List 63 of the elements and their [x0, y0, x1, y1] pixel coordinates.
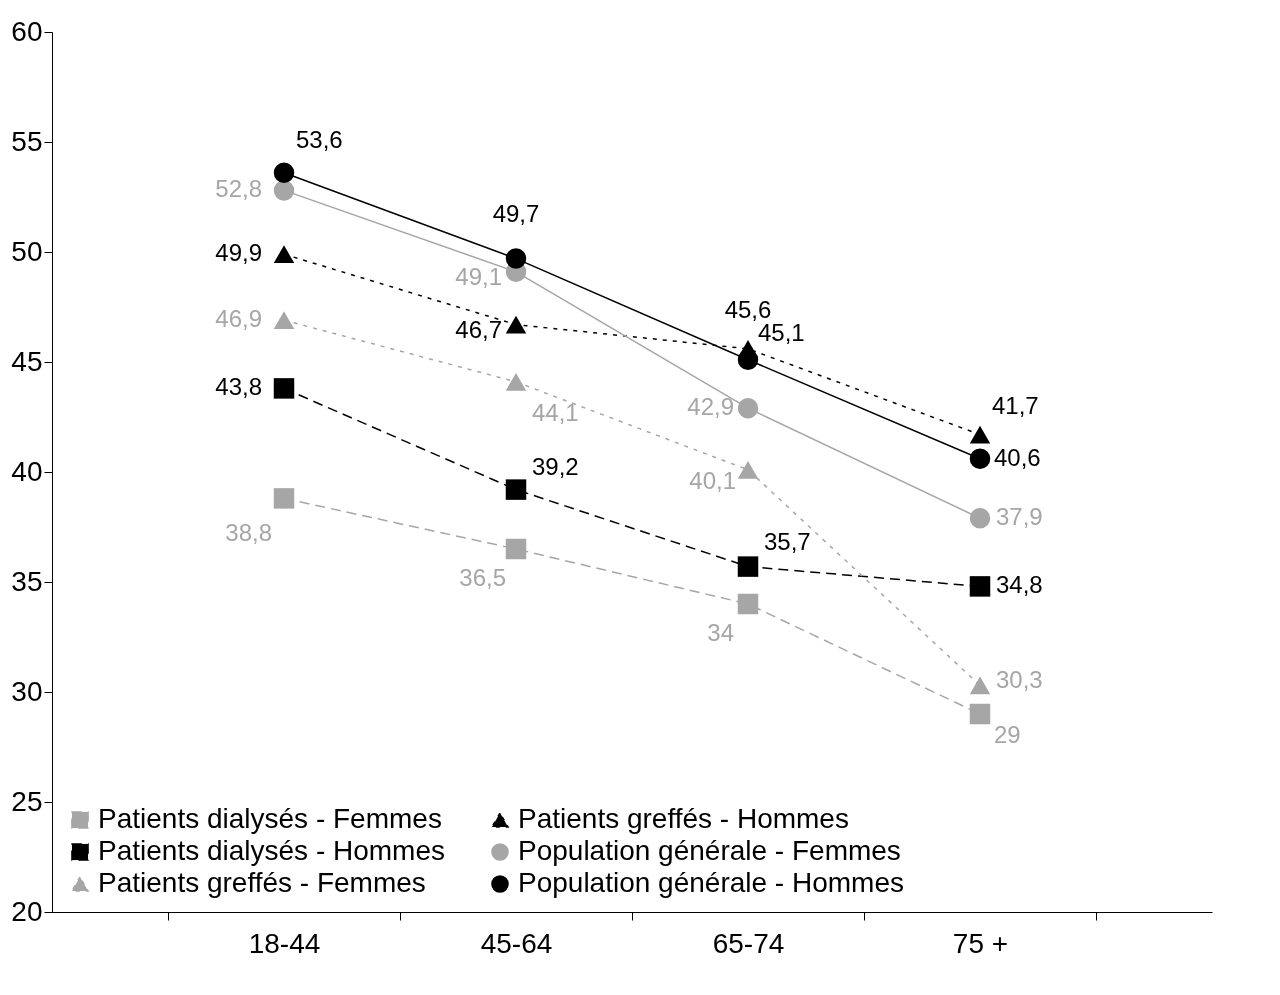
- point: [969, 507, 991, 529]
- point: [505, 372, 527, 391]
- legend-label: Patients dialysés - Hommes: [98, 835, 446, 866]
- data-label: 49,1: [455, 262, 502, 290]
- data-label: 29: [994, 721, 1021, 748]
- point: [273, 488, 295, 509]
- legend-label: Patients dialysés - Femmes: [98, 803, 442, 834]
- point: [737, 593, 759, 615]
- legend-label: Population générale - Hommes: [518, 867, 904, 898]
- point: [273, 378, 295, 399]
- data-label: 43,8: [215, 373, 262, 401]
- point: [505, 248, 527, 269]
- data-label: 38,8: [225, 519, 272, 547]
- data-label: 52,8: [215, 175, 262, 203]
- data-label: 40,6: [994, 443, 1041, 471]
- point: [969, 676, 991, 695]
- legend-label: Population générale - Femmes: [518, 835, 901, 866]
- y-tick-label: 50: [11, 235, 43, 267]
- y-tick-label: 20: [11, 895, 43, 927]
- data-label: 37,9: [996, 503, 1043, 531]
- data-label: 30,3: [996, 666, 1043, 694]
- data-label: 49,9: [215, 239, 262, 267]
- point: [505, 538, 527, 560]
- data-label: 49,7: [492, 199, 540, 227]
- data-label: 46,7: [455, 315, 502, 343]
- point: [273, 311, 295, 330]
- point: [273, 245, 295, 264]
- data-label: 34,8: [996, 571, 1043, 599]
- x-tick-label: 18-44: [248, 927, 321, 959]
- data-label: 53,6: [296, 125, 343, 153]
- legend-label: Patients greffés - Hommes: [518, 803, 849, 834]
- point: [737, 397, 759, 419]
- point: [505, 315, 527, 334]
- point: [969, 703, 991, 725]
- data-label: 36,5: [459, 564, 506, 591]
- data-label: 39,2: [532, 452, 579, 480]
- data-label: 41,7: [992, 391, 1039, 419]
- point: [969, 576, 991, 597]
- point: [273, 180, 295, 201]
- point: [737, 556, 759, 577]
- x-tick-label: 65-74: [712, 927, 785, 959]
- y-tick-label: 35: [11, 565, 43, 597]
- data-label: 46,9: [215, 305, 262, 333]
- y-tick-label: 45: [11, 345, 43, 377]
- x-tick-label: 75 +: [952, 927, 1009, 959]
- data-label: 44,1: [532, 398, 579, 426]
- y-tick-label: 60: [11, 15, 43, 47]
- data-label: 34: [707, 619, 734, 646]
- data-label: 42,9: [687, 393, 734, 421]
- point: [273, 162, 295, 184]
- point: [969, 448, 991, 470]
- y-tick-label: 40: [11, 455, 43, 487]
- legend-label: Patients greffés - Femmes: [98, 867, 426, 898]
- point: [969, 425, 991, 444]
- point: [737, 460, 759, 479]
- y-tick-label: 30: [11, 675, 43, 707]
- point: [505, 479, 527, 500]
- x-tick-label: 45-64: [480, 927, 553, 959]
- data-label: 35,7: [764, 527, 811, 555]
- point: [737, 349, 759, 371]
- data-label: 40,1: [689, 466, 736, 494]
- y-tick-label: 55: [11, 125, 43, 157]
- y-tick-label: 25: [11, 785, 43, 817]
